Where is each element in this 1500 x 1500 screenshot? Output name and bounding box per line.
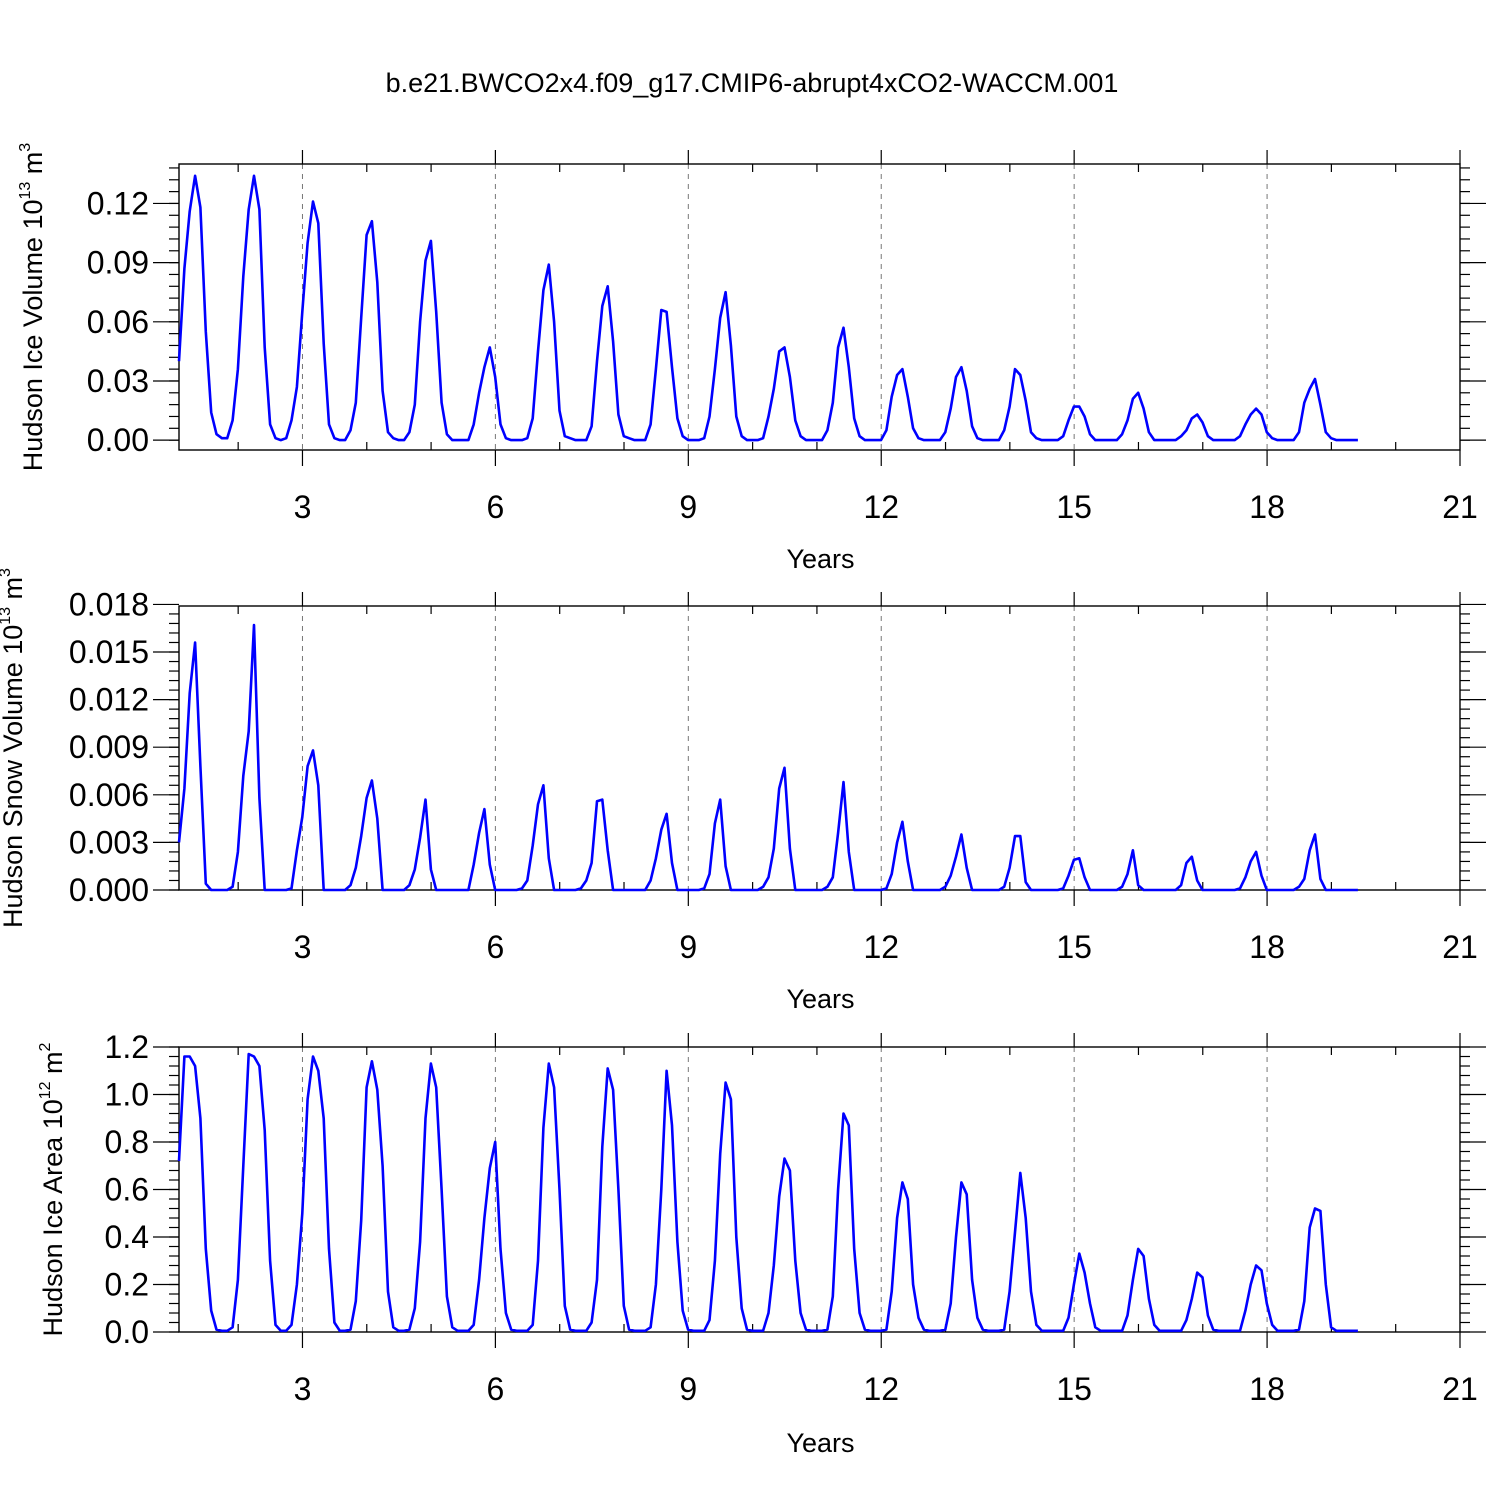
x-tick-label: 3 bbox=[294, 489, 312, 525]
x-tick-label: 18 bbox=[1249, 489, 1285, 525]
x-axis-label: Years bbox=[786, 544, 854, 574]
y-tick-label: 0.2 bbox=[105, 1267, 149, 1303]
x-tick-label: 21 bbox=[1442, 929, 1478, 965]
plot-frame bbox=[178, 163, 1461, 451]
y-axis-label-unit-exponent: 3 bbox=[0, 568, 14, 577]
y-axis-label-exponent: 13 bbox=[0, 607, 14, 625]
y-axis-label-unit-exponent: 3 bbox=[17, 143, 34, 152]
x-tick-label: 3 bbox=[294, 929, 312, 965]
y-tick-label: 0.8 bbox=[105, 1124, 149, 1160]
x-tick-label: 9 bbox=[679, 929, 697, 965]
series-line bbox=[177, 623, 1358, 892]
y-tick-label: 0.012 bbox=[69, 682, 149, 718]
x-tick-label: 15 bbox=[1056, 1371, 1092, 1407]
series-line bbox=[177, 174, 1358, 442]
y-axis-label-unit: m bbox=[0, 577, 28, 607]
y-axis-label-exponent: 12 bbox=[37, 1081, 54, 1099]
y-axis-label-main: Hudson Ice Area 10 bbox=[38, 1099, 68, 1336]
y-axis-label-unit-exponent: 2 bbox=[37, 1042, 54, 1051]
x-tick-label: 6 bbox=[486, 929, 504, 965]
x-tick-label: 15 bbox=[1056, 489, 1092, 525]
y-axis-label-unit: m bbox=[38, 1051, 68, 1081]
y-tick-label: 0.015 bbox=[69, 634, 149, 670]
y-axis-label-exponent: 13 bbox=[17, 182, 34, 200]
y-axis-label-unit: m bbox=[18, 152, 48, 182]
y-tick-label: 0.003 bbox=[69, 824, 149, 860]
y-tick-label: 0.09 bbox=[87, 245, 149, 281]
y-tick-label: 0.006 bbox=[69, 777, 149, 813]
y-axis-label: Hudson Ice Area 1012 m2 bbox=[37, 1042, 68, 1336]
panel-1: 3 6 9 12 15 18 21 0.00 0.03 0.06 0.09 0.12 Years Huds… bbox=[17, 143, 1486, 574]
y-tick-label: 0.009 bbox=[69, 729, 149, 765]
y-tick-label: 1.2 bbox=[105, 1029, 149, 1065]
panel-3: 3 6 9 12 15 18 21 0.0 0.2 0.4 0.6 0.8 1.0 1.2 Years Hud… bbox=[37, 1029, 1486, 1458]
y-tick-label: 0.4 bbox=[105, 1219, 149, 1255]
x-axis-label: Years bbox=[786, 984, 854, 1014]
x-tick-label: 9 bbox=[679, 1371, 697, 1407]
x-tick-label: 15 bbox=[1056, 929, 1092, 965]
x-tick-label: 3 bbox=[294, 1371, 312, 1407]
y-tick-label: 1.0 bbox=[105, 1077, 149, 1113]
x-tick-label: 12 bbox=[863, 929, 899, 965]
series-line bbox=[177, 1052, 1358, 1333]
figure-title: b.e21.BWCO2x4.f09_g17.CMIP6-abrupt4xCO2-… bbox=[386, 68, 1119, 98]
plot-frame bbox=[178, 1046, 1461, 1333]
y-tick-label: 0.018 bbox=[69, 586, 149, 622]
x-tick-label: 9 bbox=[679, 489, 697, 525]
x-tick-label: 6 bbox=[486, 489, 504, 525]
y-axis-label: Hudson Snow Volume 1013 m3 bbox=[0, 568, 28, 928]
x-tick-label: 6 bbox=[486, 1371, 504, 1407]
x-tick-label: 21 bbox=[1442, 489, 1478, 525]
x-tick-label: 18 bbox=[1249, 929, 1285, 965]
y-tick-label: 0.000 bbox=[69, 872, 149, 908]
plot-frame bbox=[178, 605, 1461, 891]
y-tick-label: 0.03 bbox=[87, 363, 149, 399]
panel-2: 3 6 9 12 15 18 21 0.000 0.003 0.006 0.009 0.012 0.01… bbox=[0, 568, 1486, 1014]
x-tick-label: 12 bbox=[863, 489, 899, 525]
y-axis-label-main: Hudson Ice Volume 10 bbox=[18, 200, 48, 472]
y-axis-label: Hudson Ice Volume 1013 m3 bbox=[17, 143, 48, 471]
y-tick-label: 0.00 bbox=[87, 422, 149, 458]
y-tick-label: 0.12 bbox=[87, 185, 149, 221]
x-axis-label: Years bbox=[786, 1428, 854, 1458]
x-tick-label: 12 bbox=[863, 1371, 899, 1407]
y-axis-label-main: Hudson Snow Volume 10 bbox=[0, 625, 28, 928]
x-tick-label: 18 bbox=[1249, 1371, 1285, 1407]
y-tick-label: 0.0 bbox=[105, 1314, 149, 1350]
y-tick-label: 0.06 bbox=[87, 304, 149, 340]
y-tick-label: 0.6 bbox=[105, 1172, 149, 1208]
x-tick-label: 21 bbox=[1442, 1371, 1478, 1407]
